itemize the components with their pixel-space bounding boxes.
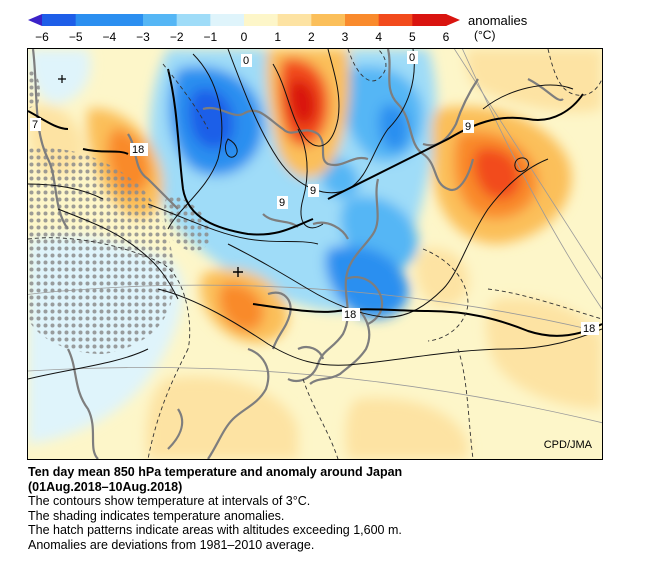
colorbar-tick-label: 2 <box>307 30 315 44</box>
contour-label: 9 <box>279 197 285 209</box>
high-terrain-hatch-tibet <box>28 148 174 354</box>
colorbar-segment <box>42 14 77 26</box>
colorbar-segment <box>345 14 380 26</box>
colorbar-max-arrow <box>446 14 460 26</box>
zero-anomaly-contours <box>28 49 602 459</box>
contour-label: 18 <box>132 144 144 156</box>
contour-label: 0 <box>409 52 415 64</box>
caption-contours-note: The contours show temperature at interva… <box>28 494 311 508</box>
colorbar-tick-label: −2 <box>169 30 184 44</box>
colorbar-segment <box>75 14 110 26</box>
colorbar-tick-label: 3 <box>341 30 349 44</box>
colorbar-unit: (°C) <box>474 28 496 42</box>
credit-label: CPD/JMA <box>543 439 592 451</box>
caption-shading-note: The shading indicates temperature anomal… <box>28 508 285 523</box>
colorbar-tick-label: −3 <box>136 30 150 44</box>
contour-label-background <box>308 184 319 197</box>
contour-label: 9 <box>465 121 471 133</box>
colorbar-tick-label: 5 <box>408 30 416 44</box>
contour-label-background <box>581 322 599 335</box>
contour-label-background <box>30 118 41 131</box>
contour-label: 9 <box>310 185 316 197</box>
contour-label: 18 <box>583 323 595 335</box>
colorbar-min-arrow <box>28 14 42 26</box>
high-pressure-marker <box>233 267 243 277</box>
anomaly-colorbar: −6 −5 −4 −3 −2 −1 0 1 2 3 4 5 6 <box>28 12 460 46</box>
map-caption: Ten day mean 850 hPa temperature and ano… <box>28 465 628 552</box>
colorbar-segment <box>176 14 211 26</box>
caption-period: (01Aug.2018–10Aug.2018) <box>28 479 183 494</box>
colorbar-tick-label: −4 <box>102 30 117 44</box>
colorbar-segment <box>277 14 312 26</box>
colorbar-segment <box>311 14 346 26</box>
caption-title: Ten day mean 850 hPa temperature and ano… <box>28 465 403 479</box>
graticule <box>28 49 602 424</box>
colorbar-tick-label: −6 <box>35 30 49 44</box>
colorbar-segment <box>210 14 245 26</box>
anomaly-shading <box>28 49 602 459</box>
colorbar-segment <box>109 14 144 26</box>
contour-label: 0 <box>243 55 249 67</box>
caption-baseline-note: Anomalies are deviations from 1981–2010 … <box>28 537 315 552</box>
caption-hatch-note: The hatch patterns indicate areas with a… <box>28 523 402 537</box>
colorbar-tick-label: 0 <box>240 30 248 44</box>
contour-label: 7 <box>32 119 38 131</box>
contour-label-background <box>463 120 474 133</box>
center-marker <box>58 75 66 83</box>
anomaly-map: 0 0 7 18 9 9 9 18 18 CPD/JMA <box>27 48 603 460</box>
labelled-contours <box>28 68 602 337</box>
colorbar-tick-label: 1 <box>274 30 281 44</box>
colorbar-segment <box>412 14 447 26</box>
map-canvas: 0 0 7 18 9 9 9 18 18 <box>28 49 602 459</box>
contour-label-background <box>407 51 418 64</box>
contour-label-background <box>277 196 288 209</box>
colorbar-segment <box>244 14 279 26</box>
contour-label-background <box>130 143 148 156</box>
colorbar-segment <box>378 14 413 26</box>
colorbar-tick-label: 4 <box>375 30 382 44</box>
contour-label-background <box>241 54 252 67</box>
contour-labels: 0 0 7 18 9 9 9 18 18 <box>30 51 599 335</box>
colorbar-segment <box>143 14 178 26</box>
contour-label: 18 <box>344 309 356 321</box>
colorbar-tick-label: −1 <box>203 30 218 44</box>
colorbar-title: anomalies <box>468 13 528 28</box>
colorbar-strip <box>28 14 460 26</box>
high-terrain-hatch-qilian <box>163 194 211 251</box>
colorbar-tick-label: −5 <box>68 30 83 44</box>
colorbar-tick-label: 6 <box>442 30 450 44</box>
contour-label-background <box>342 308 360 321</box>
temperature-contours <box>28 49 602 380</box>
